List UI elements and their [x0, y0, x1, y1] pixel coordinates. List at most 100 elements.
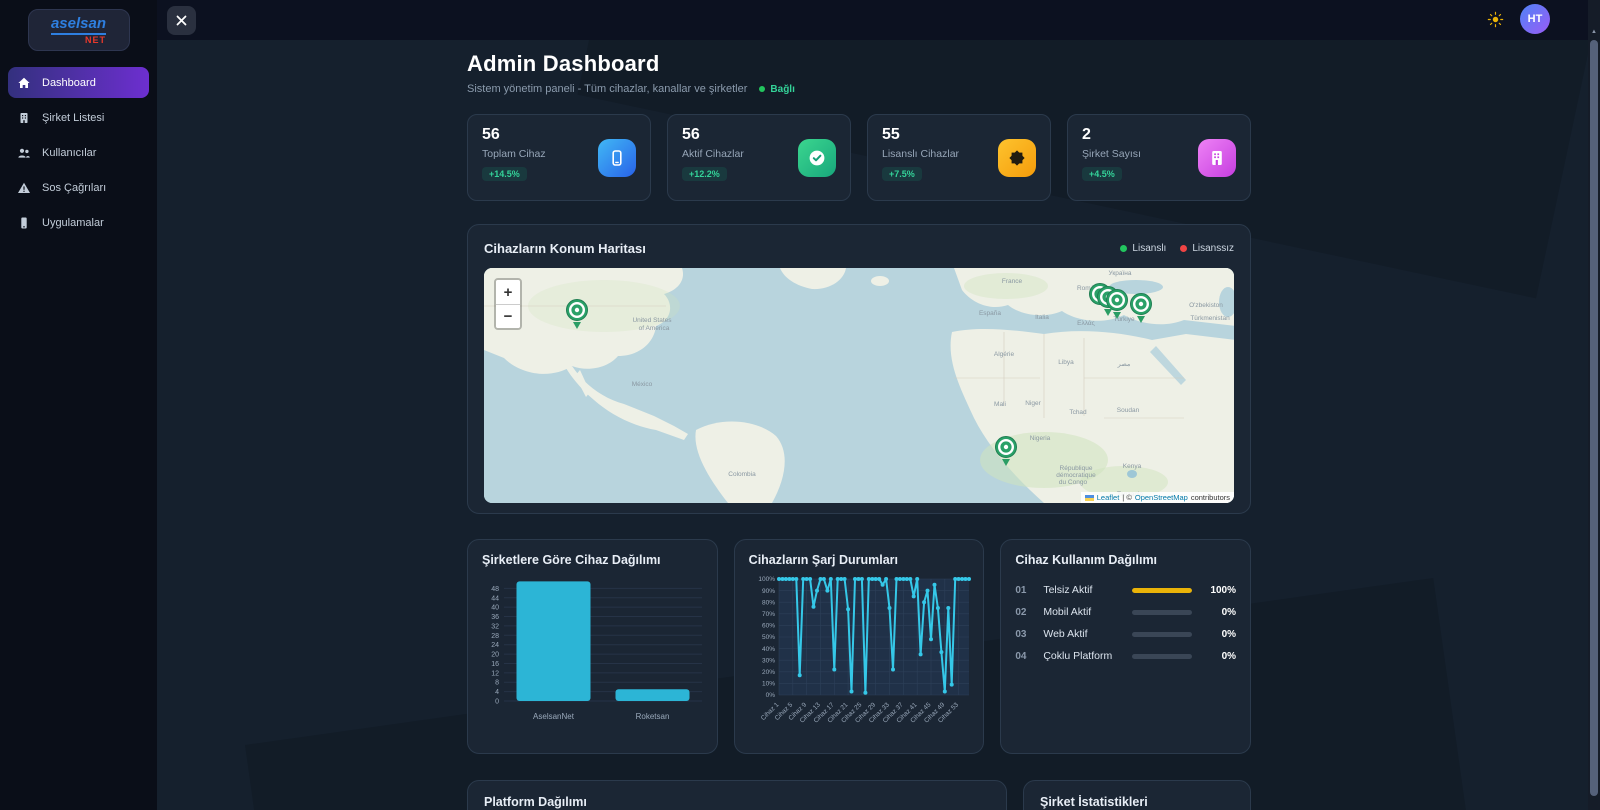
legend-label: Lisanslı	[1132, 242, 1167, 254]
phone-icon	[598, 139, 636, 177]
main-content: Admin Dashboard Sistem yönetim paneli - …	[467, 40, 1252, 810]
svg-text:16: 16	[491, 661, 499, 668]
map-legend: Lisanslı Lisanssız	[1120, 243, 1234, 254]
svg-text:France: France	[1002, 278, 1023, 285]
svg-text:Türkmenistan: Türkmenistan	[1190, 315, 1230, 322]
svg-text:Niger: Niger	[1025, 400, 1041, 407]
stat-value: 56	[682, 126, 700, 143]
svg-text:United States: United States	[632, 317, 672, 324]
users-icon	[18, 148, 30, 158]
usage-title: Cihaz Kullanım Dağılımı	[1015, 553, 1158, 567]
svg-text:Ελλάς: Ελλάς	[1077, 319, 1095, 327]
status-label: Bağlı	[770, 83, 795, 95]
stat-card-toplam-cihaz: 56 Toplam Cihaz +14.5%	[467, 114, 651, 201]
stat-card-sirket-sayisi: 2 Şirket Sayısı +4.5%	[1067, 114, 1251, 201]
mobile-app-icon	[21, 217, 27, 228]
usage-row: 02 Mobil Aktif 0%	[1015, 606, 1237, 618]
svg-text:République: République	[1060, 465, 1093, 472]
svg-text:20%: 20%	[762, 669, 775, 676]
license-seal-icon	[998, 139, 1036, 177]
sidebar-item-label: Dashboard	[42, 76, 96, 89]
svg-text:Mali: Mali	[994, 401, 1006, 408]
svg-text:100%: 100%	[758, 576, 775, 583]
stat-value: 55	[882, 126, 900, 143]
company-stats-panel: Şirket İstatistikleri	[1023, 780, 1251, 810]
scrollbar-up-arrow-icon[interactable]: ▲	[1591, 29, 1597, 35]
stat-delta-badge: +4.5%	[1082, 167, 1122, 181]
map-zoom-out-button[interactable]: −	[496, 304, 520, 328]
sidebar-item-dashboard[interactable]: Dashboard	[8, 67, 149, 98]
brand-logo: aselsan NET	[27, 9, 130, 51]
svg-text:0%: 0%	[765, 692, 775, 699]
legend-item-lisanssiz: Lisanssız	[1180, 243, 1234, 254]
svg-text:Türkiye: Türkiye	[1113, 316, 1135, 323]
bottom-row: Platform Dağılımı Şirket İstatistikleri	[467, 780, 1251, 810]
svg-text:Italia: Italia	[1035, 314, 1049, 321]
leaflet-link[interactable]: Leaflet	[1096, 493, 1120, 502]
svg-text:démocratique: démocratique	[1056, 472, 1096, 479]
svg-text:0: 0	[495, 699, 499, 706]
usage-row: 01 Telsiz Aktif 100%	[1015, 584, 1237, 596]
svg-text:Kenya: Kenya	[1123, 463, 1142, 470]
openstreetmap-link[interactable]: OpenStreetMap	[1134, 493, 1188, 502]
svg-text:60%: 60%	[762, 623, 775, 630]
building-icon	[20, 112, 28, 123]
user-avatar[interactable]: HT	[1520, 4, 1550, 34]
sidebar-close-button[interactable]	[167, 6, 196, 35]
sidebar: aselsan NET Dashboard Şirket Listesi Kul…	[0, 0, 157, 810]
svg-text:România: România	[1077, 285, 1103, 292]
map-attribution: Leaflet | © OpenStreetMap contributors	[1080, 492, 1234, 503]
map-title: Cihazların Konum Haritası	[484, 240, 646, 256]
legend-label: Lisanssız	[1192, 242, 1234, 254]
svg-text:México: México	[632, 381, 653, 388]
stat-delta-badge: +14.5%	[482, 167, 527, 181]
svg-text:32: 32	[491, 623, 499, 630]
svg-text:Algérie: Algérie	[994, 351, 1015, 358]
stat-card-lisansli-cihazlar: 55 Lisanslı Cihazlar +7.5%	[867, 114, 1051, 201]
svg-text:du Congo: du Congo	[1059, 479, 1088, 486]
sidebar-item-kullanicilar[interactable]: Kullanıcılar	[8, 137, 149, 168]
map-zoom-control: + −	[494, 278, 522, 330]
stat-label: Aktif Cihazlar	[682, 148, 744, 160]
svg-text:España: España	[979, 310, 1001, 317]
sidebar-item-label: Sos Çağrıları	[42, 181, 107, 194]
map-zoom-in-button[interactable]: +	[496, 280, 520, 304]
sidebar-item-sos-cagrilari[interactable]: Sos Çağrıları	[8, 172, 149, 203]
usage-row: 03 Web Aktif 0%	[1015, 628, 1237, 640]
sidebar-item-label: Şirket Listesi	[42, 111, 105, 124]
line-chart-title: Cihazların Şarj Durumları	[748, 553, 899, 567]
svg-text:24: 24	[491, 642, 499, 649]
sidebar-item-sirket-listesi[interactable]: Şirket Listesi	[8, 102, 149, 133]
svg-text:Libya: Libya	[1058, 359, 1074, 366]
sidebar-item-uygulamalar[interactable]: Uygulamalar	[8, 207, 149, 238]
check-icon	[798, 139, 836, 177]
svg-text:90%: 90%	[762, 588, 775, 595]
scrollbar-thumb[interactable]	[1590, 40, 1598, 796]
svg-text:40%: 40%	[762, 646, 775, 653]
svg-text:Soudan: Soudan	[1117, 407, 1140, 414]
stat-card-aktif-cihazlar: 56 Aktif Cihazlar +12.2%	[667, 114, 851, 201]
logo-text-aselsan: aselsan	[50, 16, 107, 35]
svg-text:AselsanNet: AselsanNet	[533, 712, 575, 721]
svg-text:Nigeria: Nigeria	[1030, 435, 1051, 442]
page-scrollbar[interactable]: ▲	[1588, 0, 1600, 810]
line-chart: 0%10%20%30%40%50%60%70%80%90%100%Cihaz 1…	[758, 576, 971, 725]
status-dot-icon	[759, 86, 766, 92]
svg-text:Colombia: Colombia	[728, 471, 756, 478]
bar-chart-panel: Şirketlere Göre Cihaz Dağılımı 0 4 8 12 16 20…	[467, 539, 718, 754]
leaflet-map[interactable]: United States of America México Colombia Fra…	[484, 268, 1234, 503]
sidebar-menu: Dashboard Şirket Listesi Kullanıcılar So…	[0, 67, 157, 238]
building-icon	[1198, 139, 1236, 177]
usage-rows: 01 Telsiz Aktif 100% 02 Mobil Aktif 0% 03 Web A…	[1015, 582, 1236, 664]
stat-label: Lisanslı Cihazlar	[882, 148, 960, 160]
theme-toggle-sun-icon[interactable]	[1487, 11, 1504, 28]
warning-triangle-icon	[18, 182, 30, 193]
svg-text:44: 44	[491, 595, 499, 602]
svg-text:48: 48	[491, 586, 499, 593]
attribution-separator: | ©	[1122, 493, 1132, 502]
svg-text:36: 36	[491, 614, 499, 621]
svg-text:of America: of America	[639, 325, 670, 332]
